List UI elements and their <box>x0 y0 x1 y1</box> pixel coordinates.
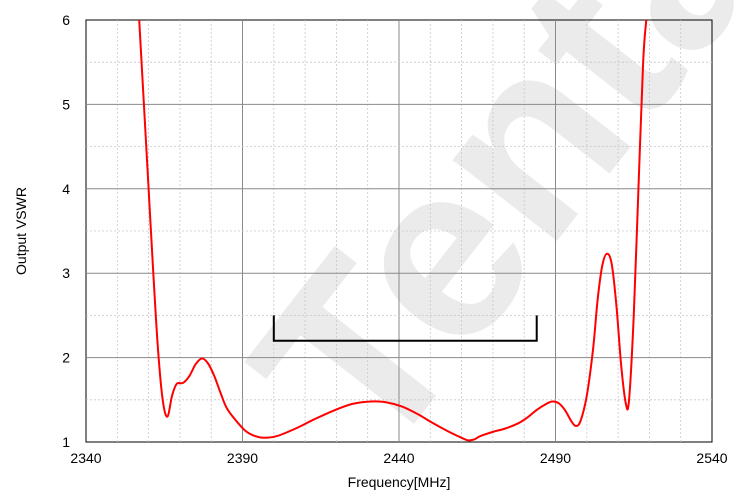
y-tick-label: 3 <box>62 265 70 281</box>
x-tick-labels: 2340 2390 2440 2490 2540 <box>70 450 727 466</box>
y-tick-label: 1 <box>62 434 70 450</box>
vswr-series-line <box>138 19 648 442</box>
y-tick-label: 2 <box>62 350 70 366</box>
grid <box>86 20 712 442</box>
x-axis-title: Frequency[MHz] <box>348 474 451 490</box>
annotations <box>272 315 538 342</box>
x-tick-label: 2390 <box>227 450 258 466</box>
series <box>138 19 648 442</box>
y-tick-label: 5 <box>62 96 70 112</box>
x-tick-label: 2540 <box>696 450 727 466</box>
x-tick-label: 2490 <box>540 450 571 466</box>
x-tick-label: 2440 <box>383 450 414 466</box>
y-axis-title: Output VSWR <box>13 187 29 275</box>
band-bracket <box>272 315 538 342</box>
watermark-text: Tentativ <box>200 0 734 496</box>
x-tick-label: 2340 <box>70 450 101 466</box>
y-tick-label: 4 <box>62 181 70 197</box>
y-tick-label: 6 <box>62 12 70 28</box>
y-tick-labels: 1 2 3 4 5 6 <box>62 12 70 450</box>
